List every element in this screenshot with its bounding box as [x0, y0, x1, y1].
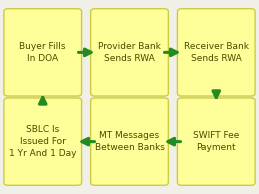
Text: SBLC Is
Issued For
1 Yr And 1 Day: SBLC Is Issued For 1 Yr And 1 Day	[9, 125, 76, 158]
Text: MT Messages
Between Banks: MT Messages Between Banks	[95, 131, 164, 152]
Text: SWIFT Fee
Payment: SWIFT Fee Payment	[193, 131, 240, 152]
FancyBboxPatch shape	[4, 9, 82, 96]
FancyBboxPatch shape	[4, 98, 82, 185]
FancyBboxPatch shape	[177, 9, 255, 96]
Text: Buyer Fills
In DOA: Buyer Fills In DOA	[19, 42, 66, 63]
Text: Receiver Bank
Sends RWA: Receiver Bank Sends RWA	[184, 42, 249, 63]
FancyBboxPatch shape	[177, 98, 255, 185]
Text: Provider Bank
Sends RWA: Provider Bank Sends RWA	[98, 42, 161, 63]
FancyBboxPatch shape	[91, 98, 168, 185]
FancyBboxPatch shape	[91, 9, 168, 96]
